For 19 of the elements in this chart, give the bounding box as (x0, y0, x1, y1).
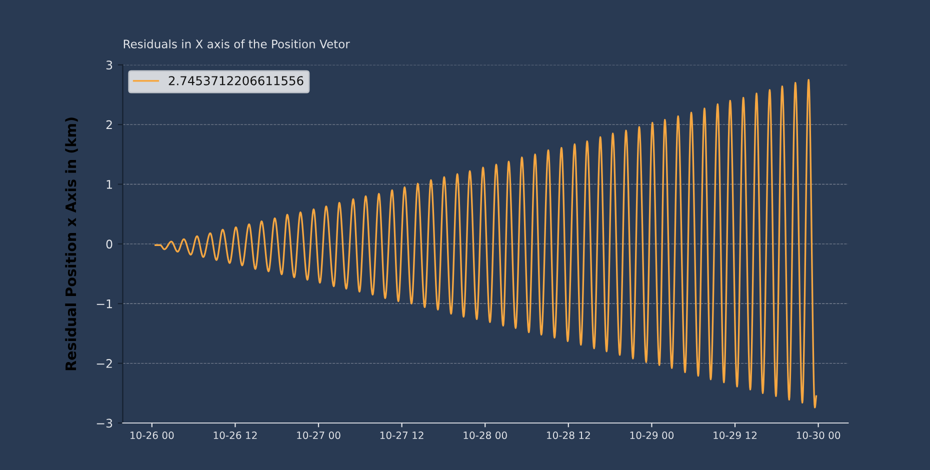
legend-label: 2.7453712206611556 (168, 76, 304, 86)
y-tick-label: −2 (96, 359, 112, 368)
y-tick-label: 1 (106, 180, 112, 189)
y-tick-label: −1 (96, 300, 112, 308)
x-tick-label: 10-29 00 (630, 432, 674, 440)
y-axis-title: Residual Position x Axis in (km) (65, 118, 78, 370)
y-tick-label: 2 (106, 120, 112, 130)
y-tick-label: 0 (106, 240, 112, 249)
chart-title: Residuals in X axis of the Position Vetor (124, 39, 350, 48)
x-tick-label: 10-27 00 (297, 432, 340, 440)
x-tick-label: 10-28 00 (464, 432, 507, 440)
y-tick-label: −3 (96, 418, 112, 428)
y-tick-label: 3 (106, 60, 112, 70)
x-tick-label: 10-26 00 (130, 432, 174, 440)
x-tick-label: 10-29 12 (714, 432, 756, 440)
x-tick-label: 10-26 12 (214, 432, 257, 440)
x-tick-label: 10-30 00 (796, 432, 840, 440)
x-tick-label: 10-28 12 (547, 432, 590, 440)
x-tick-label: 10-27 12 (380, 432, 424, 440)
